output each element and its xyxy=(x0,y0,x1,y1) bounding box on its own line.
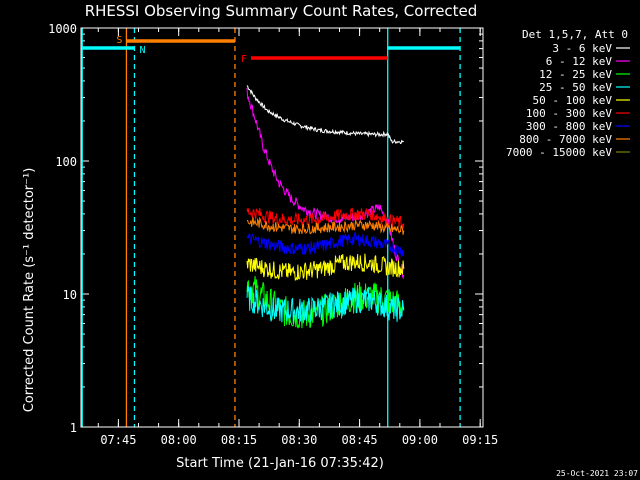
y-axis-ticks: 1 10 100 1000 xyxy=(48,22,483,435)
legend-title: Det 1,5,7, Att 0 xyxy=(522,28,628,41)
series-line xyxy=(246,253,405,282)
x-tick-label: 08:00 xyxy=(161,433,197,447)
x-tick-label: 08:15 xyxy=(221,433,257,447)
series-lines xyxy=(246,85,405,329)
night-bar-label: N xyxy=(139,45,145,56)
y-axis-label: Corrected Count Rate (s⁻¹ detector⁻¹) xyxy=(22,168,37,413)
y-tick-label: 100 xyxy=(55,155,77,169)
x-tick-label: 09:00 xyxy=(402,433,438,447)
x-tick-label: 07:45 xyxy=(100,433,136,447)
series-line xyxy=(246,276,405,329)
series-line xyxy=(247,216,405,235)
legend-entry-label: 800 - 7000 keV xyxy=(519,133,612,146)
attenuator-bar-label: S xyxy=(116,35,122,46)
legend-entry-label: 300 - 800 keV xyxy=(526,120,612,133)
legend-entry-label: 3 - 6 keV xyxy=(552,42,612,55)
y-tick-label: 10 xyxy=(63,288,77,302)
attenuator-bar-label: F xyxy=(241,54,247,65)
legend-entry-label: 100 - 300 keV xyxy=(526,107,612,120)
chart-title: RHESSI Observing Summary Count Rates, Co… xyxy=(85,2,478,20)
series-line xyxy=(246,85,404,145)
x-tick-label: 09:15 xyxy=(462,433,498,447)
series-line xyxy=(246,87,405,280)
x-tick-label: 08:45 xyxy=(342,433,378,447)
series-line xyxy=(246,232,405,257)
series-line xyxy=(246,285,405,324)
y-tick-label: 1 xyxy=(70,421,77,435)
legend-entry-label: 12 - 25 keV xyxy=(539,68,612,81)
timestamp: 25-Oct-2021 23:07 xyxy=(556,469,638,478)
vertical-markers xyxy=(81,28,461,427)
legend-entry-label: 50 - 100 keV xyxy=(533,94,613,107)
legend-entry-label: 7000 - 15000 keV xyxy=(506,146,612,159)
x-axis-label: Start Time (21-Jan-16 07:35:42) xyxy=(176,456,384,471)
plot-frame xyxy=(80,27,484,428)
x-axis-ticks: 07:45 08:00 08:15 08:30 08:45 09:00 09:15 xyxy=(97,28,498,447)
x-tick-label: 08:30 xyxy=(281,433,317,447)
legend-entry-label: 25 - 50 keV xyxy=(539,81,612,94)
legend-entry-label: 6 - 12 keV xyxy=(546,55,613,68)
annotation-bars: S F N xyxy=(82,35,461,65)
y-tick-label: 1000 xyxy=(48,22,77,36)
